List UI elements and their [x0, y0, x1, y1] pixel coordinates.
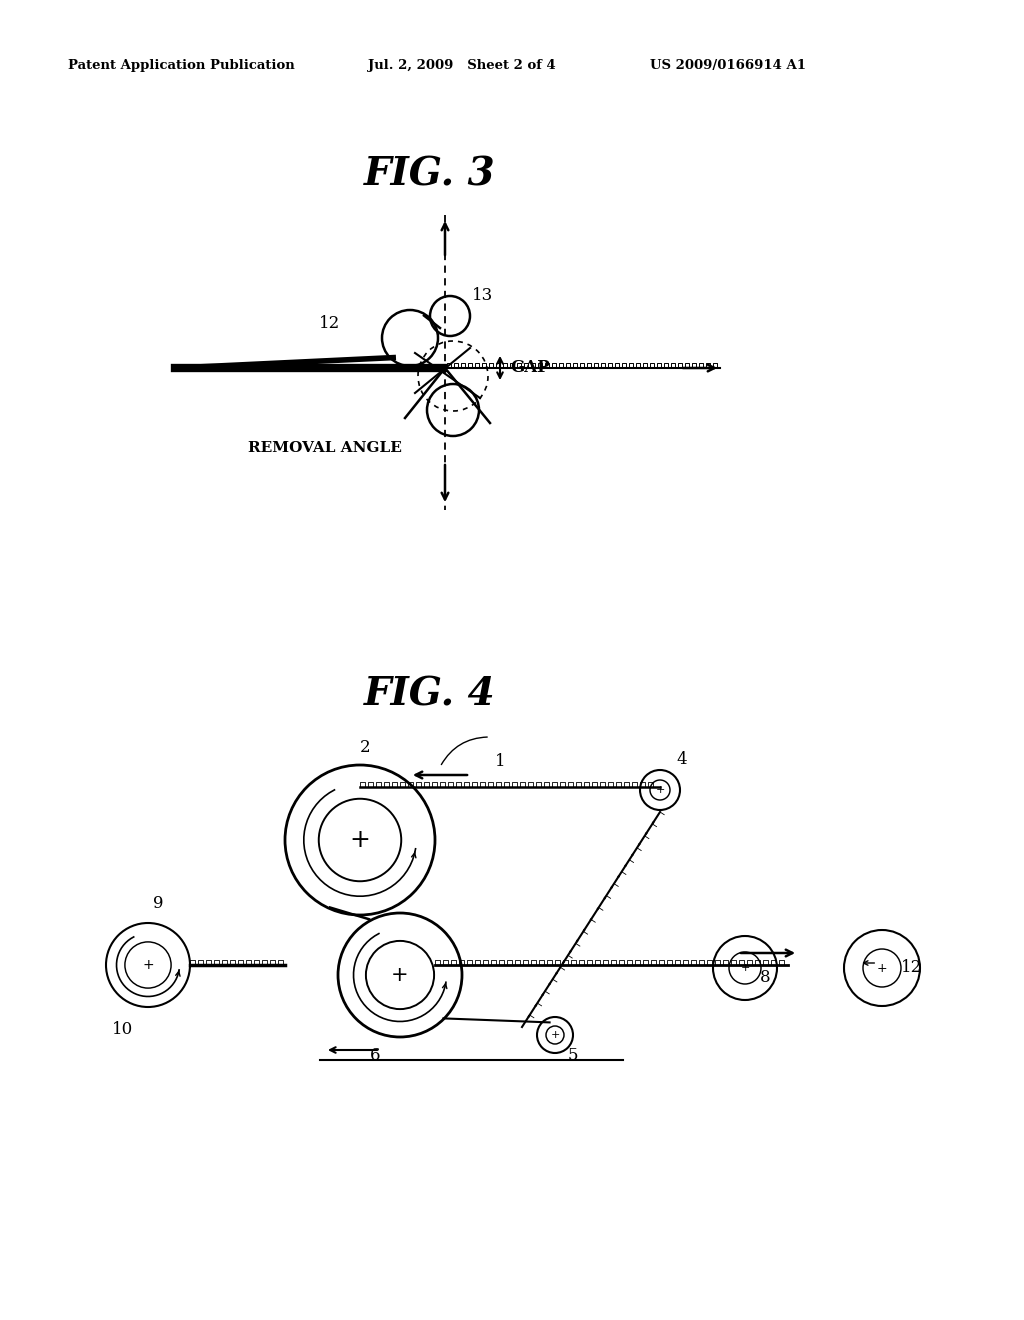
Text: Jul. 2, 2009   Sheet 2 of 4: Jul. 2, 2009 Sheet 2 of 4 — [368, 58, 556, 71]
Text: +: + — [877, 961, 888, 974]
Text: Patent Application Publication: Patent Application Publication — [68, 58, 295, 71]
Text: +: + — [349, 828, 371, 851]
Text: 10: 10 — [113, 1020, 133, 1038]
Text: US 2009/0166914 A1: US 2009/0166914 A1 — [650, 58, 806, 71]
Text: 2: 2 — [359, 738, 371, 755]
Text: 9: 9 — [153, 895, 163, 912]
Text: +: + — [655, 785, 665, 795]
Text: +: + — [740, 964, 750, 973]
Text: 12: 12 — [319, 314, 341, 331]
Text: FIG. 4: FIG. 4 — [365, 676, 496, 714]
Text: 12: 12 — [901, 960, 923, 977]
Text: 8: 8 — [760, 969, 770, 986]
Text: 5: 5 — [567, 1047, 579, 1064]
Text: 4: 4 — [677, 751, 687, 768]
Text: +: + — [142, 958, 154, 972]
Text: FIG. 3: FIG. 3 — [365, 156, 496, 194]
Text: +: + — [391, 965, 409, 985]
Text: +: + — [550, 1030, 560, 1040]
Text: 1: 1 — [495, 754, 505, 771]
Text: 6: 6 — [370, 1047, 380, 1064]
Text: GAP: GAP — [510, 359, 550, 376]
Text: REMOVAL ANGLE: REMOVAL ANGLE — [248, 441, 401, 455]
Text: 13: 13 — [472, 288, 494, 305]
